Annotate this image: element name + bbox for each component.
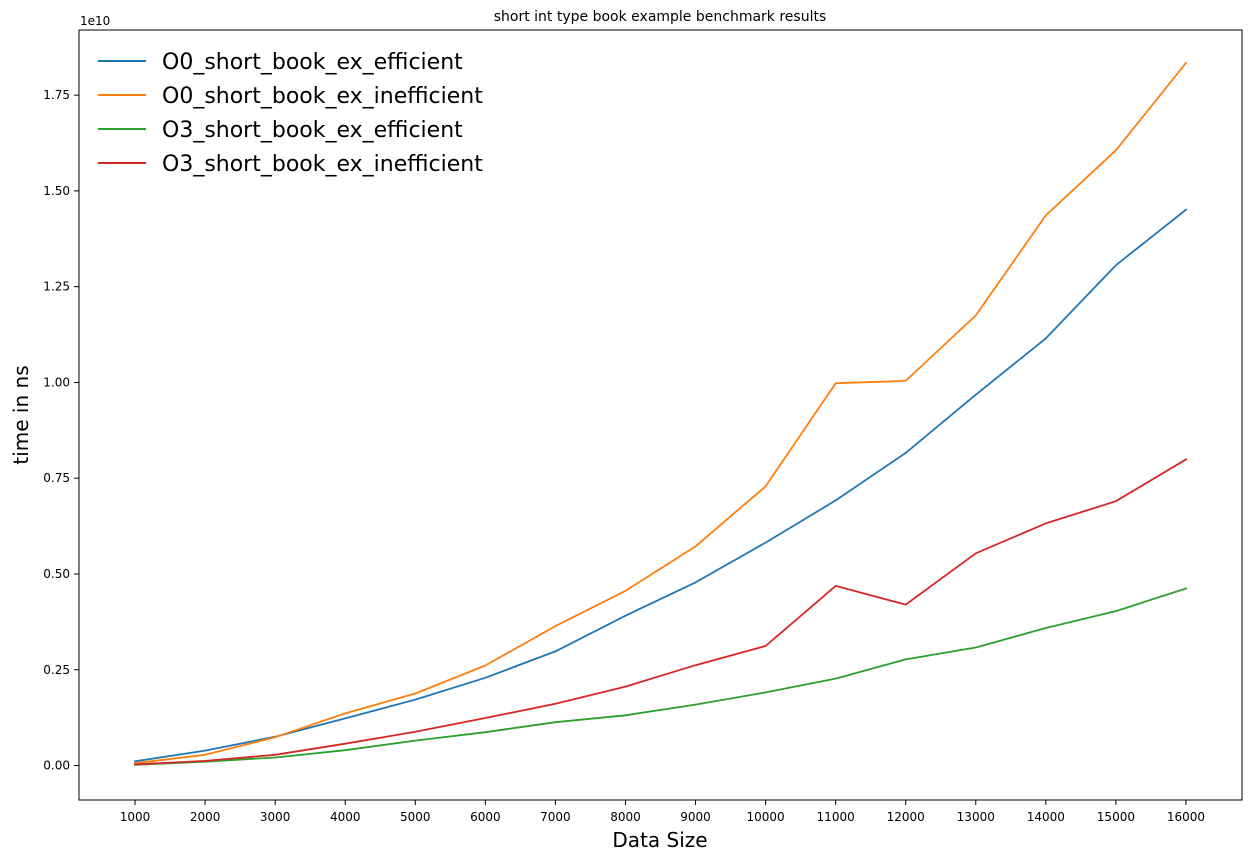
x-tick-label: 8000 (610, 810, 641, 824)
y-tick-label: 1.25 (43, 280, 70, 294)
y-tick-label: 1.75 (43, 88, 70, 102)
series-line-4 (134, 458, 1188, 766)
x-tick-label: 3000 (260, 810, 291, 824)
chart-title: short int type book example benchmark re… (494, 9, 827, 25)
series-line-1 (133, 208, 1188, 763)
legend: O0_short_book_ex_efficient O0_short_book_… (98, 50, 483, 177)
y-tick-label: 0.50 (43, 567, 70, 581)
x-tick-label: 12000 (887, 810, 925, 824)
x-tick-label: 2000 (190, 810, 221, 824)
x-tick-label: 9000 (680, 810, 711, 824)
x-tick-label: 7000 (540, 810, 571, 824)
x-tick-label: 13000 (957, 810, 995, 824)
legend-label-2: O0_short_book_ex_inefficient (162, 84, 483, 109)
y-axis-label: time in ns (9, 365, 33, 464)
x-axis-label: Data Size (612, 828, 707, 852)
y-tick-label: 0.00 (43, 759, 70, 773)
series-lines (133, 61, 1188, 766)
x-tick-label: 4000 (330, 810, 361, 824)
legend-label-1: O0_short_book_ex_efficient (162, 50, 463, 75)
y-tick-label: 0.25 (43, 663, 70, 677)
legend-label-3: O3_short_book_ex_efficient (162, 118, 463, 143)
x-tick-label: 6000 (470, 810, 501, 824)
y-tick-label: 0.75 (43, 471, 70, 485)
series-line-3 (134, 587, 1188, 766)
y-offset-label: 1e10 (80, 14, 110, 28)
x-tick-label: 14000 (1027, 810, 1065, 824)
x-tick-label: 5000 (400, 810, 431, 824)
plot-frame (78, 29, 1243, 801)
x-tick-label: 10000 (746, 810, 784, 824)
y-tick-label: 1.50 (43, 184, 70, 198)
x-tick-label: 16000 (1167, 810, 1205, 824)
axes: 1000 2000 3000 4000 5000 6000 7000 8000 9000 1000… (43, 29, 1243, 824)
y-tick-label: 1.00 (43, 375, 70, 389)
x-tick-label: 11000 (817, 810, 855, 824)
x-tick-label: 1000 (120, 810, 151, 824)
legend-label-4: O3_short_book_ex_inefficient (162, 152, 483, 177)
x-tick-label: 15000 (1097, 810, 1135, 824)
series-line-2 (133, 61, 1188, 765)
